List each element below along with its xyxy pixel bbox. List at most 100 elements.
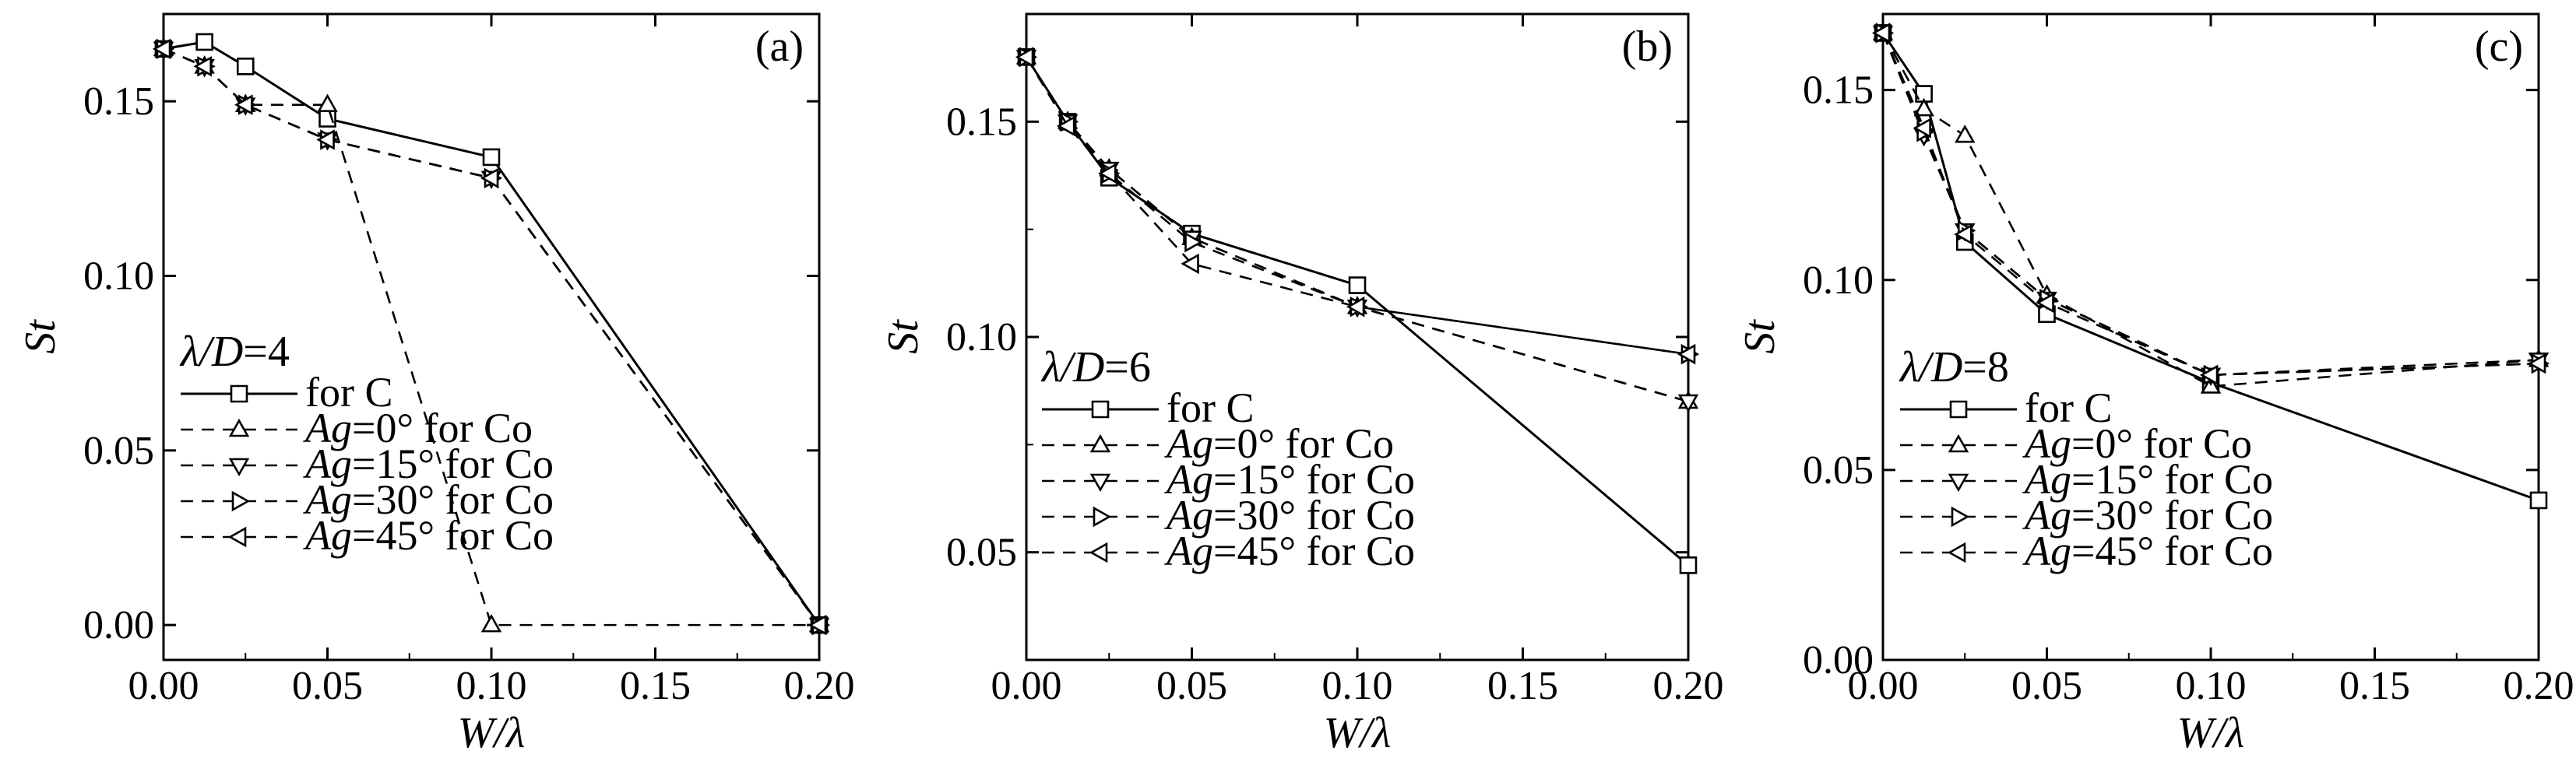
y-tick-label: 0.00 <box>83 603 154 647</box>
x-tick-label: 0.10 <box>2176 664 2247 708</box>
x-tick-label: 0.20 <box>1653 664 1724 708</box>
series-line <box>1881 32 2539 377</box>
data-point <box>236 57 255 75</box>
series-ag-30-for-co <box>1875 23 2550 386</box>
data-point <box>1954 223 1972 245</box>
series-ag-45-for-co <box>1871 23 2546 386</box>
legend-title: λ/D=6 <box>1040 343 1151 391</box>
data-point <box>1348 276 1367 294</box>
y-tick-label: 0.05 <box>946 531 1017 575</box>
legend-marker <box>228 418 250 437</box>
data-point <box>193 56 212 77</box>
legend-label: Ag=0° for Co <box>2022 420 2252 467</box>
legend-label: Ag=0° for Co <box>1164 420 1394 467</box>
y-axis-title: St <box>1736 319 1784 354</box>
panel-1: 0.00 0.05 0.10 0.15 0.20 0.00 0.05 0.10 0.15 W/λ S… <box>16 12 855 757</box>
legend-label: for C <box>1167 384 1254 431</box>
y-tick-label: 0.10 <box>83 254 154 298</box>
data-point <box>2199 364 2219 386</box>
series-line <box>1881 32 2539 377</box>
legend-marker <box>230 384 248 403</box>
x-axis-title: W/λ <box>1324 709 1391 757</box>
legend-label: for C <box>2025 384 2112 431</box>
legend-marker <box>1949 400 1968 419</box>
panel-3: 0.00 0.05 0.10 0.15 0.20 0.00 0.05 0.10 0.15 W/λ S… <box>1736 12 2574 757</box>
data-point <box>195 33 213 51</box>
data-point <box>1181 253 1199 275</box>
y-tick-label: 0.05 <box>83 429 154 473</box>
series-ag-15-for-co <box>1872 26 2550 386</box>
legend-label: Ag=45° for Co <box>2022 528 2273 574</box>
legend-label: Ag=15° for Co <box>2022 456 2273 503</box>
data-point <box>234 94 253 115</box>
y-axis-title: St <box>16 319 65 354</box>
legend-label: Ag=45° for Co <box>303 512 554 559</box>
series-line <box>163 47 819 626</box>
legend-label: Ag=15° for Co <box>303 440 554 487</box>
legend-label: Ag=30° for Co <box>2022 492 2273 539</box>
legend-title: λ/D=4 <box>179 328 290 376</box>
x-tick-label: 0.20 <box>784 664 855 708</box>
data-point <box>2527 353 2546 374</box>
x-tick-label: 0.05 <box>1156 664 1227 708</box>
x-tick-label: 0.10 <box>1322 664 1393 708</box>
data-point <box>480 613 502 633</box>
data-point <box>1679 556 1698 574</box>
data-point <box>2529 491 2548 510</box>
panel-label: (b) <box>1622 23 1673 71</box>
y-tick-label: 0.15 <box>1803 68 1874 113</box>
legend-marker <box>231 490 251 512</box>
data-point <box>1677 343 1696 365</box>
series-line <box>1881 32 2539 388</box>
x-tick-label: 0.05 <box>2011 664 2082 708</box>
legend-marker <box>1948 433 1969 453</box>
y-tick-label: 0.10 <box>1803 258 1874 303</box>
data-point <box>1184 232 1203 253</box>
legend-label: Ag=0° for Co <box>303 405 533 451</box>
x-tick-label: 0.15 <box>1487 664 1558 708</box>
legend-title: λ/D=8 <box>1899 343 2009 391</box>
legend-marker <box>227 526 247 548</box>
data-point <box>317 93 338 112</box>
x-tick-label: 0.15 <box>2339 664 2410 708</box>
legend-label: Ag=30° for Co <box>1164 492 1415 539</box>
legend-marker <box>1089 433 1111 453</box>
legend-label: Ag=45° for Co <box>1164 528 1415 574</box>
data-point <box>316 129 335 150</box>
legend-marker <box>228 458 250 477</box>
x-axis-title: W/λ <box>458 709 525 757</box>
legend-marker <box>1947 542 1966 563</box>
data-point <box>1015 47 1034 68</box>
series-ag-45-for-co <box>152 38 827 636</box>
legend-label: for C <box>305 369 392 416</box>
panel-label: (c) <box>2475 23 2523 71</box>
x-tick-label: 0.00 <box>991 664 1062 708</box>
data-point <box>1913 118 1931 139</box>
y-axis-title: St <box>879 319 927 354</box>
legend-label: Ag=15° for Co <box>1164 456 1415 503</box>
data-point <box>1677 394 1699 413</box>
x-tick-label: 0.15 <box>620 664 691 708</box>
data-point <box>1098 163 1117 184</box>
y-tick-label: 0.05 <box>1803 448 1874 493</box>
panel-2: 0.00 0.05 0.10 0.15 0.20 0.05 0.10 0.15 W/λ St (b)… <box>879 12 1724 757</box>
x-tick-label: 0.00 <box>128 664 199 708</box>
x-tick-label: 0.10 <box>456 664 527 708</box>
legend-marker <box>1089 473 1111 493</box>
data-point <box>1913 97 1934 117</box>
data-point <box>808 614 827 636</box>
y-tick-label: 0.10 <box>946 315 1017 360</box>
panel-label: (a) <box>755 23 804 71</box>
series-line <box>1881 32 2539 502</box>
y-tick-label: 0.15 <box>83 79 154 124</box>
legend-marker <box>1089 542 1108 563</box>
series-line <box>1881 32 2539 377</box>
data-point <box>482 148 501 167</box>
data-point <box>1346 297 1365 318</box>
legend-label: Ag=30° for Co <box>303 476 554 523</box>
data-point <box>1056 115 1075 137</box>
